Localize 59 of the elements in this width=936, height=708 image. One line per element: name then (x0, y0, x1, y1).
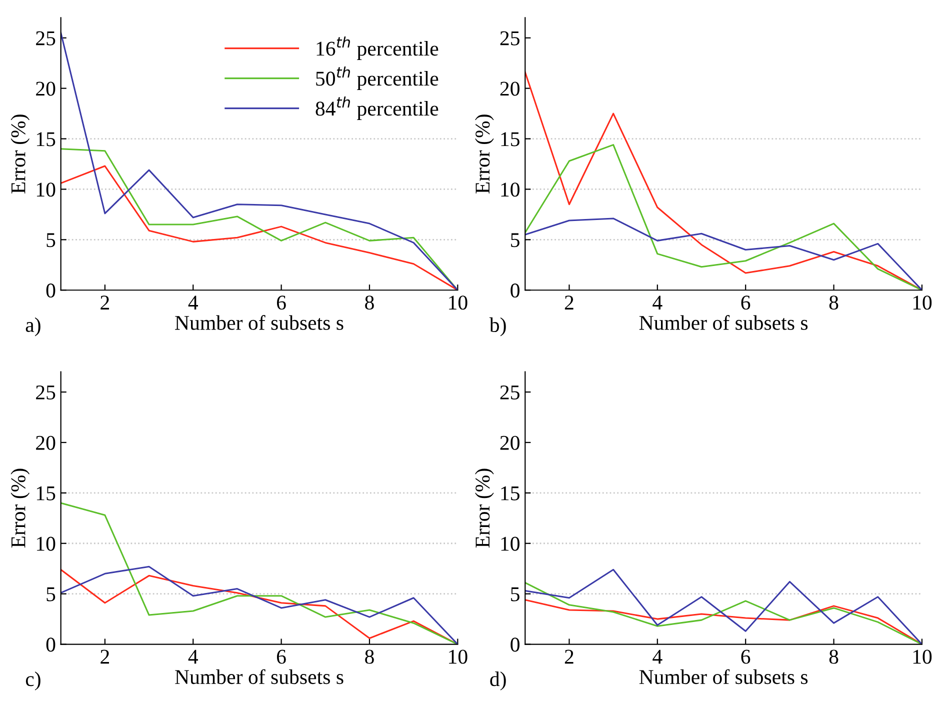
y-tick-label: 0 (46, 638, 56, 652)
x-tick-label: 6 (276, 296, 286, 310)
x-tick-label: 2 (564, 650, 574, 664)
x-axis-title: Number of subsets s (639, 315, 808, 330)
y-axis-title: Error (%) (474, 114, 494, 194)
y-tick-label: 25 (36, 31, 56, 46)
x-tick-label: 10 (449, 650, 468, 664)
y-tick-label: 10 (36, 536, 56, 551)
y-tick-label: 20 (36, 82, 56, 96)
x-tick-label: 6 (741, 296, 750, 310)
x-axis-title: Number of subsets s (639, 669, 808, 684)
text: c) (26, 672, 40, 690)
y-axis-title: Error (%) (10, 114, 30, 194)
x-tick-label: 10 (913, 650, 932, 664)
y-tick-label: 0 (510, 638, 520, 652)
y-axis-title: Error (%) (10, 468, 30, 548)
legend-label: 50$^{th}$ percentile (316, 66, 438, 90)
x-tick-label: 4 (188, 650, 198, 664)
y-tick-label: 25 (500, 385, 520, 400)
y-tick-label: 5 (46, 587, 56, 602)
y-tick-label: 15 (501, 486, 520, 500)
y-tick-label: 0 (46, 284, 56, 298)
x-tick-label: 10 (913, 296, 932, 310)
y-tick-label: 5 (511, 587, 520, 602)
x-tick-label: 4 (652, 296, 662, 310)
x-tick-label: 2 (564, 296, 574, 310)
x-axis-title: Number of subsets s (175, 315, 344, 330)
y-tick-label: 15 (36, 486, 56, 500)
y-axis-title: Error (%) (474, 468, 494, 548)
text: a) (26, 317, 40, 336)
y-tick-label: 5 (511, 233, 520, 248)
x-tick-label: 2 (100, 650, 109, 664)
x-tick-label: 8 (829, 296, 838, 310)
y-tick-label: 5 (46, 233, 56, 248)
y-tick-label: 10 (501, 182, 520, 197)
x-tick-label: 8 (365, 296, 374, 310)
x-axis-title: Number of subsets s (175, 669, 344, 684)
x-tick-label: 2 (100, 296, 109, 310)
y-tick-label: 20 (500, 82, 520, 96)
y-tick-label: 20 (500, 436, 520, 450)
x-tick-label: 8 (365, 650, 374, 664)
y-tick-label: 10 (501, 536, 520, 551)
x-tick-label: 8 (829, 650, 838, 664)
x-tick-label: 4 (188, 296, 198, 310)
x-tick-label: 10 (449, 296, 468, 310)
y-tick-label: 25 (36, 385, 56, 400)
legend-label: 84$^{th}$ percentile (316, 96, 438, 120)
y-tick-label: 0 (510, 284, 520, 298)
x-tick-label: 6 (276, 650, 286, 664)
x-tick-label: 6 (741, 650, 750, 664)
y-tick-label: 20 (36, 436, 56, 450)
y-tick-label: 10 (36, 182, 56, 197)
text: b) (489, 317, 506, 336)
x-tick-label: 4 (652, 650, 662, 664)
text: d) (490, 672, 506, 690)
legend-label: 16$^{th}$ percentile (316, 36, 438, 60)
y-tick-label: 15 (36, 132, 56, 146)
y-tick-label: 25 (500, 31, 520, 46)
y-tick-label: 15 (501, 132, 520, 146)
